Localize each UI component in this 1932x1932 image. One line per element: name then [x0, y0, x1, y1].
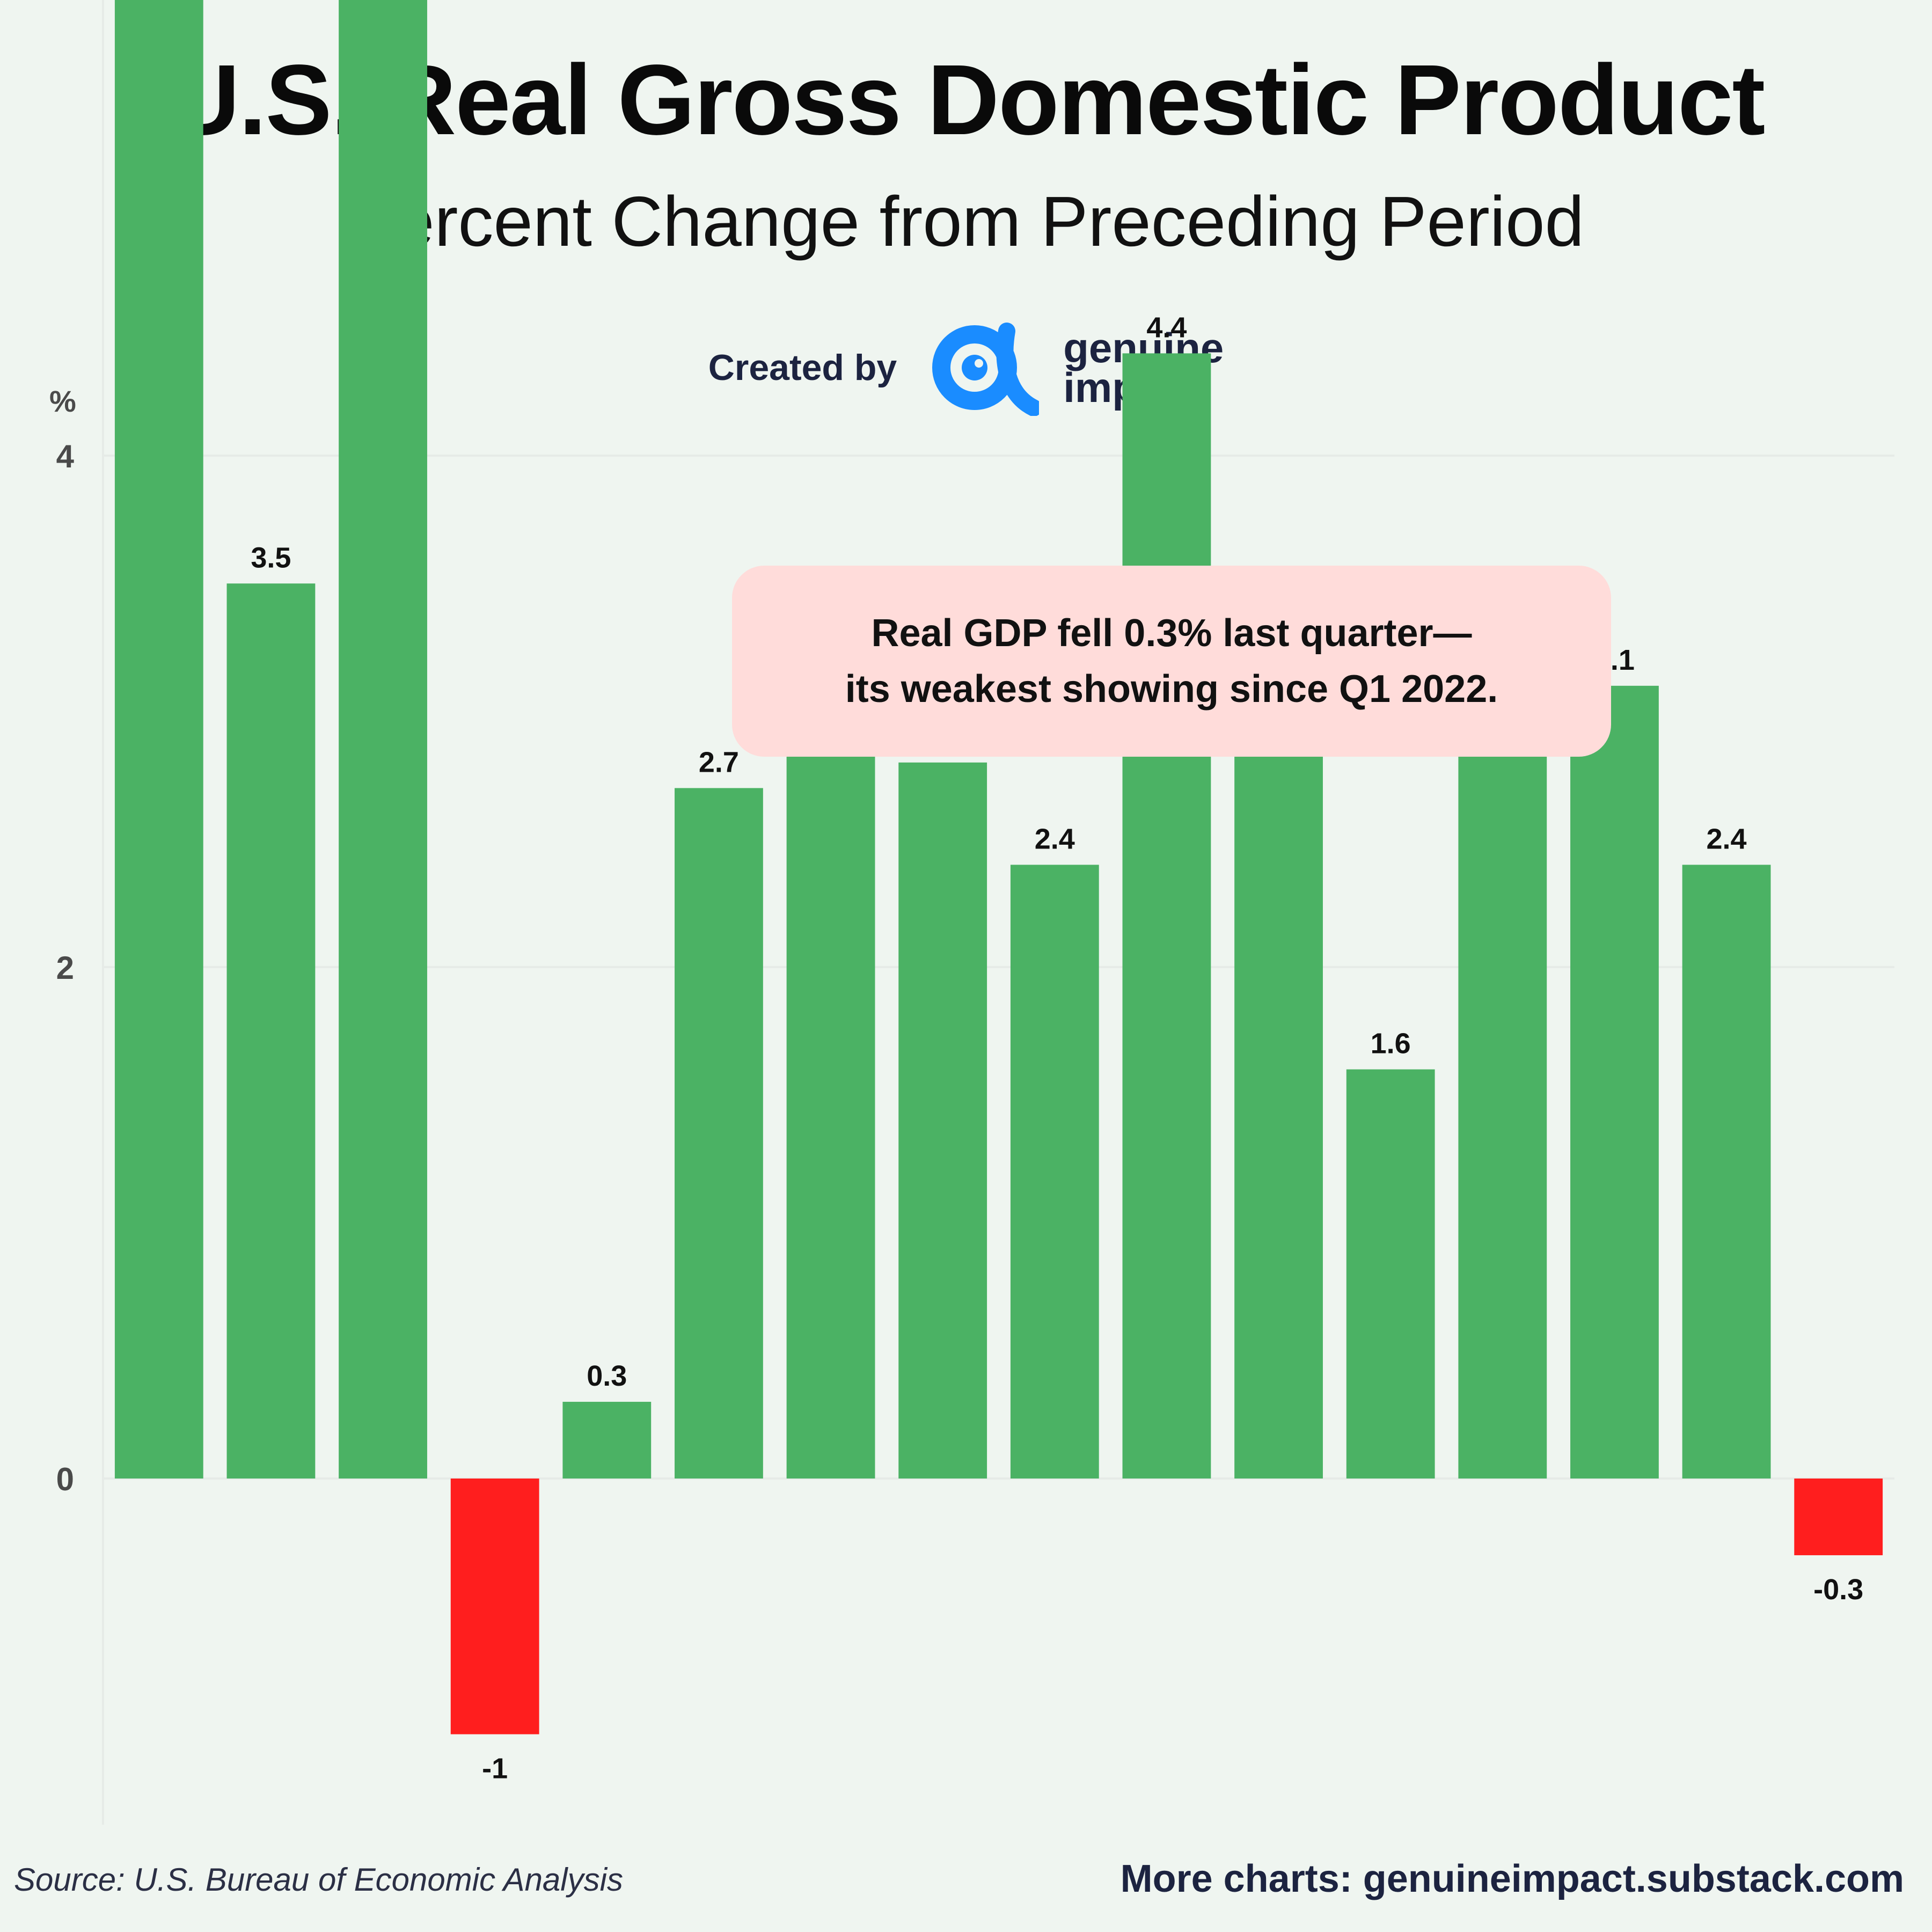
- bar-2021-q4: [339, 0, 427, 1479]
- bar-2023-q1: [898, 762, 987, 1479]
- data-label: 0.3: [587, 1360, 627, 1392]
- data-label: 4.4: [1146, 311, 1187, 343]
- bar-2024-q3: [1570, 685, 1659, 1479]
- y-axis-unit-label: %: [49, 384, 76, 418]
- callout-box: Real GDP fell 0.3% last quarter— its wea…: [732, 566, 1611, 757]
- bar-2024-q2: [1458, 711, 1547, 1479]
- callout-line-2: its weakest showing since Q1 2022.: [845, 668, 1498, 711]
- data-label: 2.4: [1035, 823, 1075, 855]
- genuine-impact-logo-icon: [932, 323, 1040, 416]
- bar-2023-q2: [1010, 865, 1099, 1479]
- callout-line-1: Real GDP fell 0.3% last quarter—: [871, 611, 1472, 655]
- bar-2021-q3: [226, 583, 316, 1479]
- chart-title: U.S. Real Gross Domestic Product: [167, 45, 1766, 156]
- bar-2022-q2: [562, 1402, 652, 1479]
- bar-chart: 02468%6.42021 Q23.52021 Q37.42021 Q4-120…: [49, 0, 1883, 1785]
- chart-subtitle: Percent Change from Preceding Period: [348, 182, 1584, 261]
- bar-2023-q4: [1234, 660, 1323, 1479]
- more-charts-link[interactable]: More charts: genuineimpact.substack.com: [1120, 1857, 1904, 1900]
- bar-2024-q4: [1682, 865, 1771, 1479]
- data-label: 1.6: [1371, 1028, 1411, 1060]
- y-tick-label: 0: [56, 1461, 74, 1497]
- source-note: Source: U.S. Bureau of Economic Analysis: [14, 1862, 623, 1898]
- data-label: -0.3: [1813, 1574, 1863, 1606]
- data-label: 2.4: [1707, 823, 1747, 855]
- bar-2023-q3: [1122, 353, 1211, 1479]
- bar-2021-q2: [114, 0, 203, 1479]
- bar-2022-q1: [450, 1479, 539, 1735]
- bar-2024-q1: [1346, 1069, 1435, 1479]
- y-tick-label: 2: [56, 950, 74, 986]
- credit-label: Created by: [708, 347, 897, 388]
- data-label: 3.5: [251, 541, 291, 574]
- y-tick-label: 4: [56, 438, 75, 474]
- data-label: -1: [482, 1753, 508, 1785]
- bar-2022-q3: [675, 788, 763, 1479]
- bar-2025-q1: [1794, 1479, 1883, 1555]
- data-label: 2.7: [699, 746, 739, 778]
